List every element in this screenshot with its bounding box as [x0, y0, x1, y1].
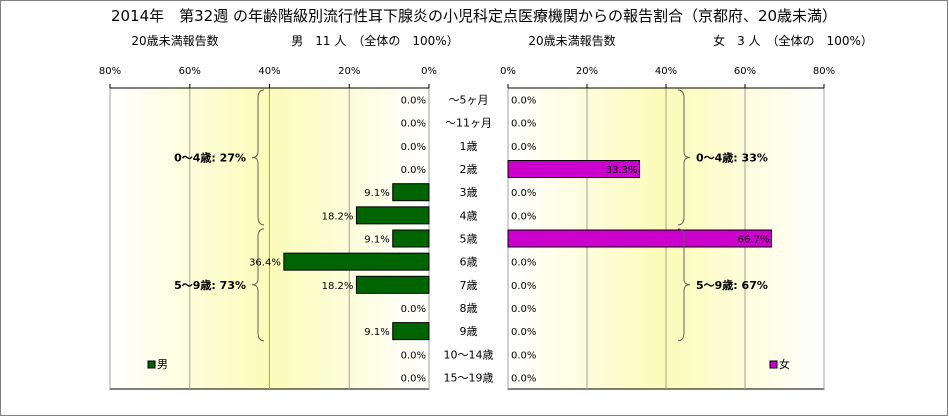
category-label: 2歳 — [460, 163, 478, 176]
data-label: 0.0% — [511, 142, 536, 153]
category-label: 1歳 — [460, 140, 478, 153]
chart-title: 2014年 第32週 の年齢階級別流行性耳下腺炎の小児科定点医療機関からの報告割… — [111, 7, 837, 25]
bar — [507, 160, 641, 179]
legend-label: 男 — [157, 358, 168, 371]
bar — [355, 206, 430, 225]
axis-tick-label: 0% — [421, 66, 437, 77]
male-header-label: 20歳未満報告数 — [131, 33, 218, 48]
bracket — [677, 89, 691, 226]
data-label: 9.1% — [364, 188, 389, 199]
data-label: 0.0% — [511, 281, 536, 292]
male-plot-area: 80% 60% 40% 20% 0% 0.0% 0.0% 0.0% 0.0% 9.1% 18.2% 9… — [99, 66, 437, 390]
legend-swatch — [769, 360, 778, 369]
axis-tick-label: 60% — [734, 66, 756, 77]
bar — [392, 229, 430, 248]
data-label: 0.0% — [511, 327, 536, 338]
bar — [283, 252, 430, 271]
data-label: 0.0% — [511, 350, 536, 361]
bracket — [251, 228, 265, 342]
axis-tick-label: 80% — [813, 66, 835, 77]
data-label: 18.2% — [322, 211, 354, 222]
female-header-label: 20歳未満報告数 — [528, 33, 615, 48]
data-label: 0.0% — [511, 373, 536, 384]
data-label: 36.4% — [249, 258, 281, 269]
data-label: 9.1% — [364, 235, 389, 246]
bar — [507, 229, 772, 248]
data-label: 0.0% — [401, 350, 426, 361]
axis-tick-label: 40% — [258, 66, 280, 77]
axis-tick-label: 40% — [655, 66, 677, 77]
axis-tick-label: 80% — [99, 66, 121, 77]
axis-tick-label: 20% — [338, 66, 360, 77]
bar — [392, 322, 430, 341]
data-label: 0.0% — [511, 211, 536, 222]
category-label: ～5ヶ月 — [449, 94, 489, 107]
data-label: 0.0% — [401, 304, 426, 315]
data-label: 0.0% — [511, 96, 536, 107]
legend-label: 女 — [779, 357, 790, 371]
data-label: 0.0% — [401, 373, 426, 384]
category-label: 5歳 — [460, 233, 478, 246]
category-label: 8歳 — [460, 302, 478, 315]
bar — [355, 275, 430, 294]
female-header-total: 女 3 人 （全体の 100%） — [713, 33, 873, 48]
age-category-labels: ～5ヶ月 ～11ヶ月 1歳 2歳 3歳 4歳 5歳 6歳 7歳 8歳 9歳 10～14歳 15～19歳 — [444, 94, 494, 385]
bracket — [251, 89, 265, 226]
data-label: 0.0% — [511, 304, 536, 315]
bracket-label: 5～9歳: 67% — [696, 278, 768, 292]
data-label: 0.0% — [511, 119, 536, 130]
data-label: 33.3% — [606, 165, 638, 176]
bar — [392, 183, 430, 202]
axis-tick-label: 60% — [179, 66, 201, 77]
data-label: 0.0% — [401, 96, 426, 107]
data-label: 0.0% — [401, 119, 426, 130]
category-label: 3歳 — [460, 186, 478, 199]
category-label: 6歳 — [460, 256, 478, 269]
category-label: 10～14歳 — [444, 348, 494, 361]
category-label: 4歳 — [460, 209, 478, 222]
male-header-total: 男 11 人 （全体の 100%） — [291, 33, 458, 48]
axis-tick-label: 20% — [576, 66, 598, 77]
bracket-label: 0～4歳: 27% — [174, 150, 246, 164]
data-label: 0.0% — [511, 188, 536, 199]
data-label: 0.0% — [401, 165, 426, 176]
category-label: ～11ヶ月 — [445, 117, 492, 130]
data-label: 18.2% — [322, 281, 354, 292]
female-plot-area: 0% 20% 40% 60% 80% 0.0% 0.0% 0.0% 33.3% 0.0% 0.0% 6… — [500, 66, 835, 390]
data-label: 66.7% — [738, 235, 770, 246]
category-label: 9歳 — [460, 325, 478, 338]
data-label: 9.1% — [364, 327, 389, 338]
bracket-label: 0～4歳: 33% — [696, 150, 768, 164]
category-label: 15～19歳 — [444, 371, 494, 384]
legend-swatch — [147, 360, 156, 369]
data-label: 0.0% — [401, 142, 426, 153]
bracket — [677, 228, 691, 342]
data-label: 0.0% — [511, 258, 536, 269]
axis-tick-label: 0% — [500, 66, 516, 77]
category-label: 7歳 — [460, 279, 478, 292]
bracket-label: 5～9歳: 73% — [174, 278, 246, 292]
